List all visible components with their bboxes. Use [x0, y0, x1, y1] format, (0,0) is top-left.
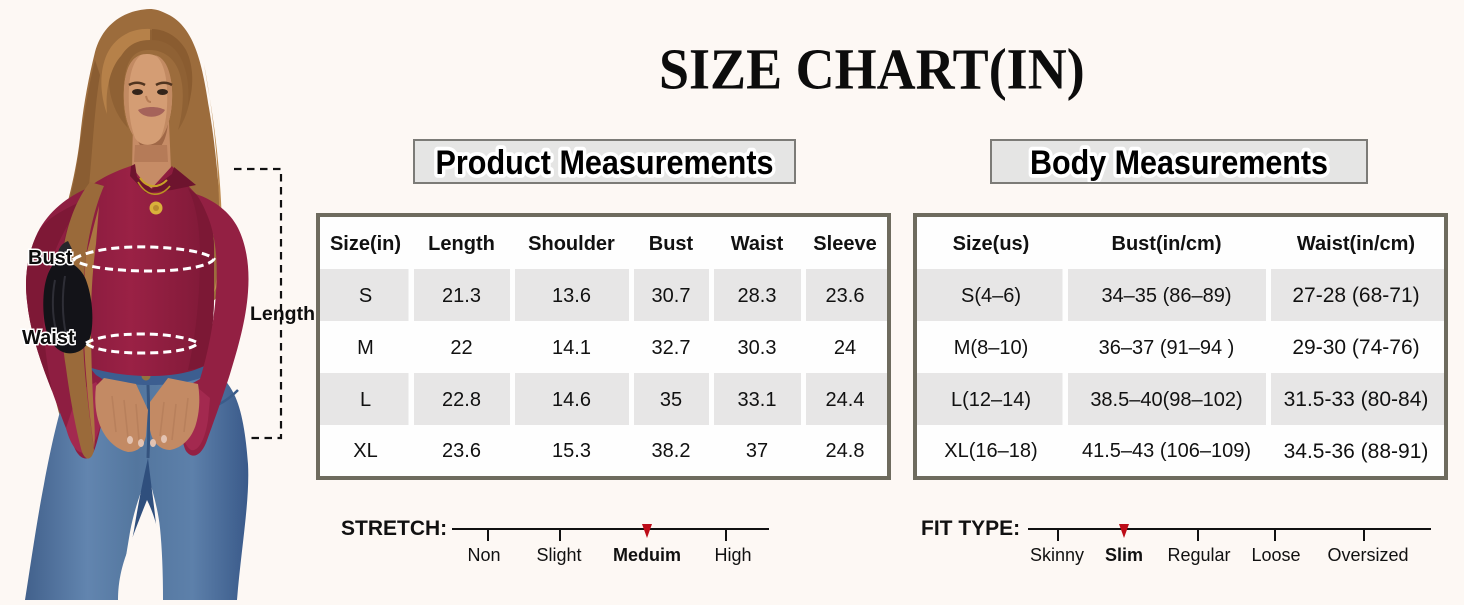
svg-text:Waist: Waist — [22, 327, 75, 349]
svg-text:Bust: Bust — [28, 247, 73, 269]
svg-text:Product Measurements: Product Measurements — [436, 144, 774, 182]
svg-text:Body Measurements: Body Measurements — [1030, 144, 1328, 182]
svg-text:Length: Length — [250, 303, 315, 325]
